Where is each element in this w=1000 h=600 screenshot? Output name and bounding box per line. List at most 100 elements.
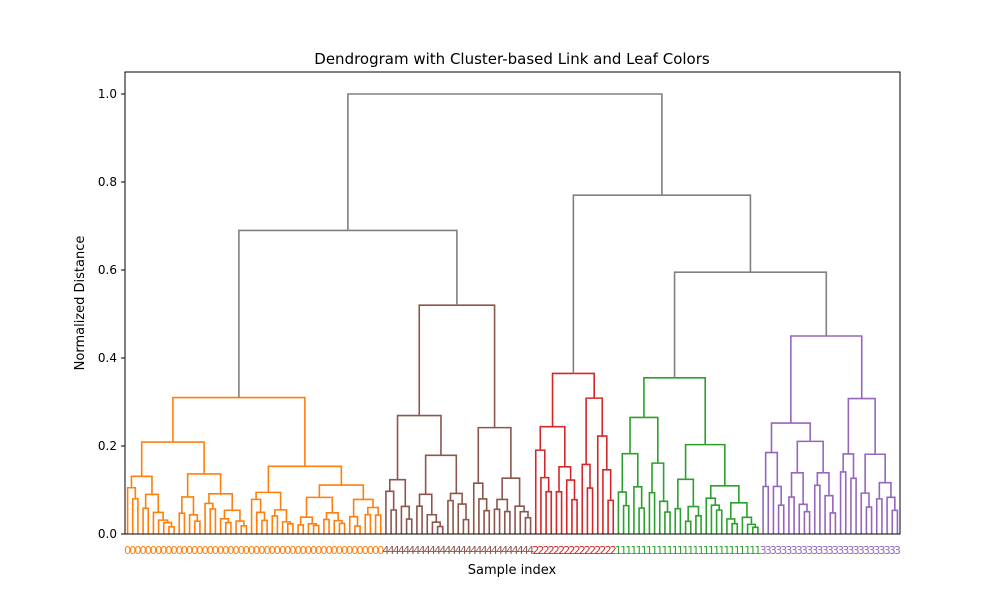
leaf-label: 2: [553, 544, 560, 557]
leaf-label: 4: [501, 544, 508, 557]
dendrogram-link: [545, 490, 553, 534]
dendrogram-link: [585, 397, 604, 465]
leaf-label: 2: [537, 544, 544, 557]
leaf-label: 2: [610, 544, 617, 557]
leaf-label: 3: [884, 544, 891, 557]
y-tick-label: 1.0: [98, 87, 117, 101]
leaf-label: 2: [594, 544, 601, 557]
leaf-label: 0: [279, 544, 286, 557]
dendrogram-link: [617, 491, 627, 534]
leaf-label: 2: [558, 544, 565, 557]
dendrogram-link: [651, 462, 665, 502]
leaf-label: 4: [434, 544, 441, 557]
leaf-label: 1: [656, 544, 663, 557]
leaf-label: 3: [775, 544, 782, 557]
chart-title: Dendrogram with Cluster-based Link and L…: [314, 50, 710, 68]
y-tick-label: 0.4: [98, 351, 117, 365]
leaf-label: 1: [729, 544, 736, 557]
leaf-label: 3: [785, 544, 792, 557]
leaf-label: 4: [470, 544, 477, 557]
leaf-label: 3: [827, 544, 834, 557]
dendrogram-link: [271, 515, 279, 534]
y-tick-label: 0.6: [98, 263, 117, 277]
leaf-label: 2: [589, 544, 596, 557]
dendrogram-link: [839, 471, 847, 534]
dendrogram-link: [762, 485, 770, 534]
dendrogram-link: [388, 478, 407, 507]
dendrogram-link: [352, 498, 374, 517]
leaf-label: 1: [682, 544, 689, 557]
x-axis-label: Sample index: [468, 563, 557, 578]
dendrogram-link: [796, 440, 824, 473]
dendrogram-link: [770, 422, 812, 453]
dendrogram-link: [705, 497, 717, 534]
leaf-label: 4: [455, 544, 462, 557]
dendrogram-link: [788, 496, 795, 534]
leaf-label: 3: [837, 544, 844, 557]
y-ticks: 0.0 0.2 0.4 0.6 0.8 1.0: [98, 87, 125, 541]
leaf-label: 4: [522, 544, 529, 557]
leaf-label: 0: [243, 544, 250, 557]
leaf-label: 1: [723, 544, 730, 557]
dendrogram-link: [524, 516, 532, 534]
dendrogram-link: [664, 511, 671, 534]
dendrogram-link: [633, 485, 643, 534]
leaf-label: 3: [863, 544, 870, 557]
leaf-label: 3: [832, 544, 839, 557]
leaf-label: 1: [615, 544, 622, 557]
dendrogram-link: [224, 521, 232, 534]
dendrogram-link: [130, 475, 153, 495]
dendrogram-link: [607, 499, 615, 534]
leaf-label: 4: [413, 544, 420, 557]
leaf-label: 0: [176, 544, 183, 557]
dendrogram-link: [764, 451, 779, 487]
leaf-label: 2: [599, 544, 606, 557]
leaf-label: 1: [754, 544, 761, 557]
dendrogram-link: [305, 496, 334, 518]
dendrogram-link: [602, 468, 612, 534]
leaf-label: 3: [796, 544, 803, 557]
leaf-label: 1: [718, 544, 725, 557]
leaf-label: 4: [424, 544, 431, 557]
leaf-label: 0: [233, 544, 240, 557]
dendrogram-link: [390, 509, 398, 534]
dendrogram-link: [447, 499, 454, 534]
leaf-label: 4: [388, 544, 395, 557]
leaf-label: 3: [847, 544, 854, 557]
leaf-label: 4: [403, 544, 410, 557]
dendrogram-link: [131, 497, 139, 534]
leaf-label: 0: [351, 544, 358, 557]
leaf-label: 4: [496, 544, 503, 557]
leaf-label: 3: [811, 544, 818, 557]
leaf-label: 3: [868, 544, 875, 557]
dendrogram-link: [240, 525, 248, 534]
leaf-label: 3: [873, 544, 880, 557]
leaf-label: 4: [398, 544, 405, 557]
leaf-label: 0: [181, 544, 188, 557]
leaf-label: 3: [889, 544, 896, 557]
dendrogram-link: [629, 416, 659, 464]
dendrogram-link: [250, 498, 262, 534]
dendrogram-link: [431, 521, 441, 534]
leaf-label: 0: [331, 544, 338, 557]
dendrogram-link: [558, 466, 572, 492]
dendrogram-link: [891, 509, 899, 534]
dendrogram-link: [457, 503, 467, 534]
leaf-label: 1: [749, 544, 756, 557]
dendrogram-link: [462, 518, 470, 534]
leaf-label: 1: [708, 544, 715, 557]
dendrogram-link-upper: [572, 194, 752, 374]
leaf-label: 0: [346, 544, 353, 557]
dendrogram-link: [400, 505, 410, 534]
dendrogram-link: [193, 520, 201, 534]
leaf-label: 1: [661, 544, 668, 557]
leaf-label: 3: [765, 544, 772, 557]
dendrogram-link: [385, 490, 395, 534]
dendrogram-link: [286, 523, 294, 534]
dendrogram-link: [312, 524, 320, 534]
dendrogram-link: [396, 414, 442, 480]
leaf-label: 1: [744, 544, 751, 557]
dendrogram-link: [886, 496, 896, 534]
leaf-label: 0: [191, 544, 198, 557]
dendrogram-link: [638, 507, 646, 534]
